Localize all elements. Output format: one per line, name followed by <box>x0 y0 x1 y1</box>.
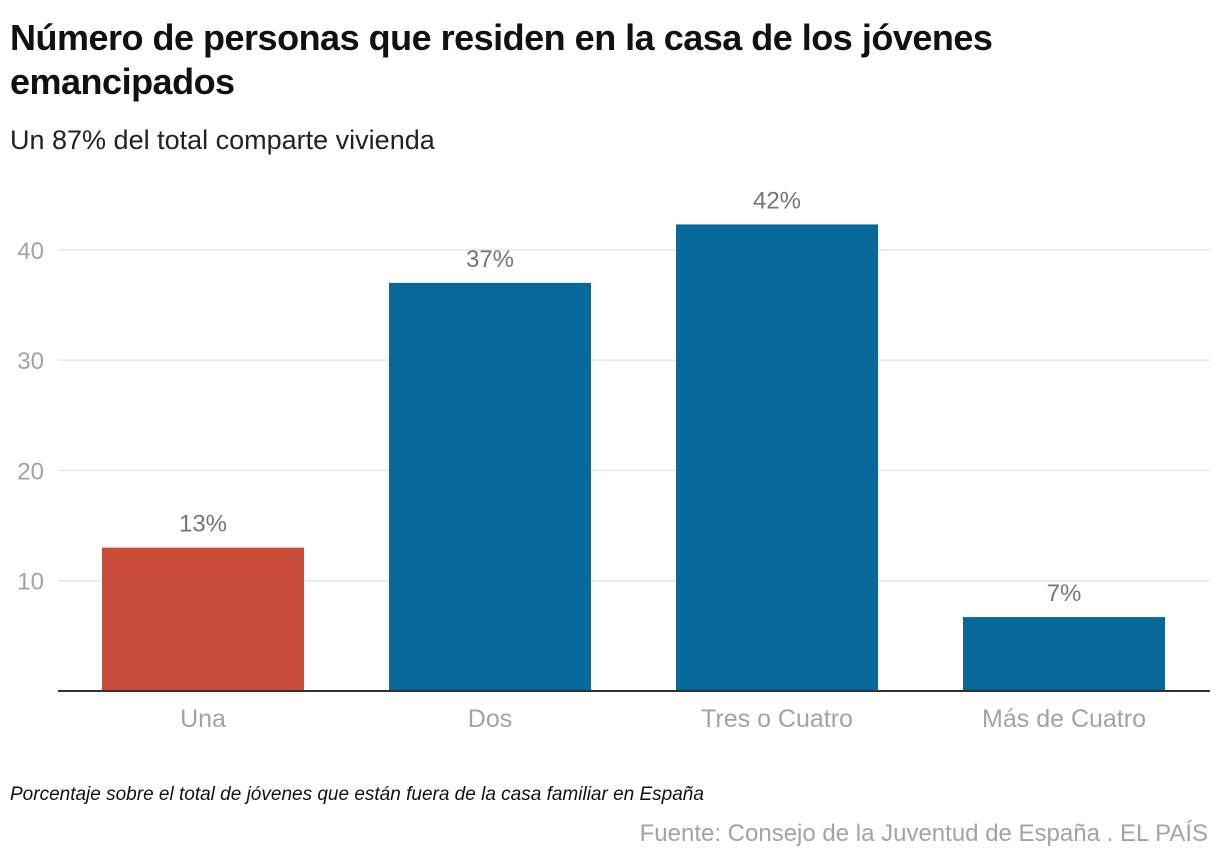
x-axis-labels: Una Dos Tres o Cuatro Más de Cuatro <box>180 705 1146 733</box>
y-tick-label: 40 <box>17 238 44 265</box>
y-axis-ticks: 10 20 30 40 <box>17 238 44 596</box>
chart-note: Porcentaje sobre el total de jóvenes que… <box>10 784 704 805</box>
data-labels: 13% 37% 42% 7% <box>179 187 1081 607</box>
data-label: 42% <box>753 187 801 214</box>
x-tick-label: Dos <box>468 705 512 733</box>
x-tick-label: Tres o Cuatro <box>701 705 853 733</box>
chart-title: Número de personas que residen en la cas… <box>10 17 993 102</box>
y-tick-label: 20 <box>17 458 44 485</box>
gridlines <box>58 249 1210 582</box>
bar-0 <box>102 547 304 691</box>
x-tick-label: Más de Cuatro <box>982 705 1146 733</box>
y-tick-label: 30 <box>17 348 44 375</box>
data-label: 13% <box>179 511 227 538</box>
chart-subtitle: Un 87% del total comparte vivienda <box>10 125 435 155</box>
bar-2 <box>676 224 878 691</box>
data-label: 7% <box>1047 580 1082 607</box>
y-tick-label: 10 <box>17 569 44 596</box>
x-tick-label: Una <box>180 705 226 733</box>
bar-1 <box>389 282 591 691</box>
chart-source: Fuente: Consejo de la Juventud de España… <box>639 820 1208 847</box>
data-label: 37% <box>466 246 514 273</box>
bar-3 <box>963 617 1165 691</box>
bars <box>102 224 1165 691</box>
